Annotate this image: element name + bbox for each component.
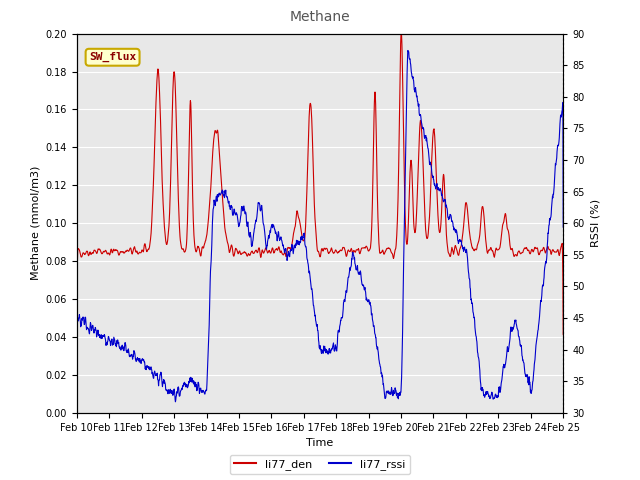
Legend: li77_den, li77_rssi: li77_den, li77_rssi (230, 455, 410, 474)
Y-axis label: Methane (mmol/m3): Methane (mmol/m3) (30, 166, 40, 280)
Text: Methane: Methane (290, 10, 350, 24)
Y-axis label: RSSI (%): RSSI (%) (590, 199, 600, 247)
X-axis label: Time: Time (307, 438, 333, 448)
Text: SW_flux: SW_flux (89, 52, 136, 62)
